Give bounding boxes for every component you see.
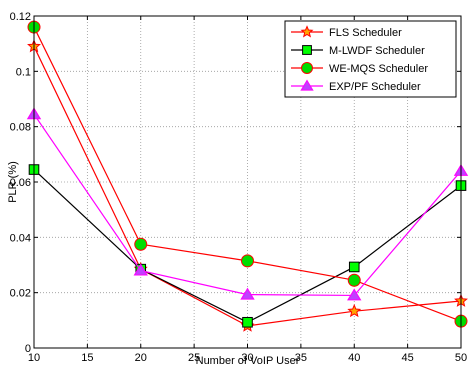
y-tick-label: 0.06 bbox=[10, 177, 31, 189]
legend-box bbox=[284, 20, 457, 98]
data-point bbox=[347, 288, 362, 301]
y-tick-label: 0.1 bbox=[16, 66, 31, 78]
y-tick-label: 0.12 bbox=[10, 11, 31, 23]
x-tick-label: 30 bbox=[241, 352, 253, 364]
legend-marker bbox=[301, 62, 313, 74]
series-layer bbox=[26, 20, 469, 332]
legend-label: WE-MQS Scheduler bbox=[329, 63, 428, 75]
legend-marker bbox=[300, 79, 314, 91]
y-axis-label: PLR (%) bbox=[7, 161, 19, 203]
x-tick-label: 35 bbox=[295, 352, 307, 364]
x-tick-label: 25 bbox=[188, 352, 200, 364]
legend-item: WE-MQS Scheduler bbox=[291, 62, 428, 75]
y-tick-label: 0.08 bbox=[10, 122, 31, 134]
legend-label: M-LWDF Scheduler bbox=[329, 45, 425, 57]
legend-item: EXP/PF Scheduler bbox=[291, 79, 421, 93]
legend-item: M-LWDF Scheduler bbox=[291, 45, 425, 57]
tick-labels: 10 15 20 25 30 35 40 45 50 0 0.02 0.04 0.06 0.08 0.1 0.… bbox=[10, 11, 468, 364]
series-4 bbox=[26, 107, 469, 301]
data-point bbox=[240, 287, 255, 300]
data-point bbox=[133, 263, 148, 276]
y-tick-label: 0 bbox=[25, 343, 31, 355]
legend: FLS Scheduler M-LWDF Scheduler WE-MQS Sche… bbox=[284, 20, 457, 98]
legend-marker bbox=[302, 45, 312, 55]
legend-label: FLS Scheduler bbox=[329, 27, 402, 39]
legend-item: FLS Scheduler bbox=[291, 25, 402, 39]
legend-marker bbox=[300, 25, 314, 38]
x-tick-label: 10 bbox=[28, 352, 40, 364]
data-point bbox=[242, 316, 253, 328]
data-point bbox=[241, 254, 254, 268]
data-point bbox=[134, 237, 148, 251]
x-axis-label: Number of VoIP User bbox=[196, 355, 300, 367]
plot-frame bbox=[33, 15, 462, 349]
data-point bbox=[347, 303, 362, 318]
x-tick-label: 40 bbox=[348, 352, 360, 364]
x-tick-label: 20 bbox=[135, 352, 147, 364]
y-tick-label: 0.02 bbox=[10, 288, 31, 300]
y-tick-label: 0.04 bbox=[10, 232, 31, 244]
legend-label: EXP/PF Scheduler bbox=[329, 81, 421, 93]
x-tick-label: 15 bbox=[81, 352, 93, 364]
x-tick-label: 45 bbox=[402, 352, 414, 364]
x-tick-label: 50 bbox=[455, 352, 467, 364]
data-point bbox=[347, 273, 361, 287]
series-2 bbox=[28, 164, 467, 328]
data-point bbox=[348, 261, 360, 273]
